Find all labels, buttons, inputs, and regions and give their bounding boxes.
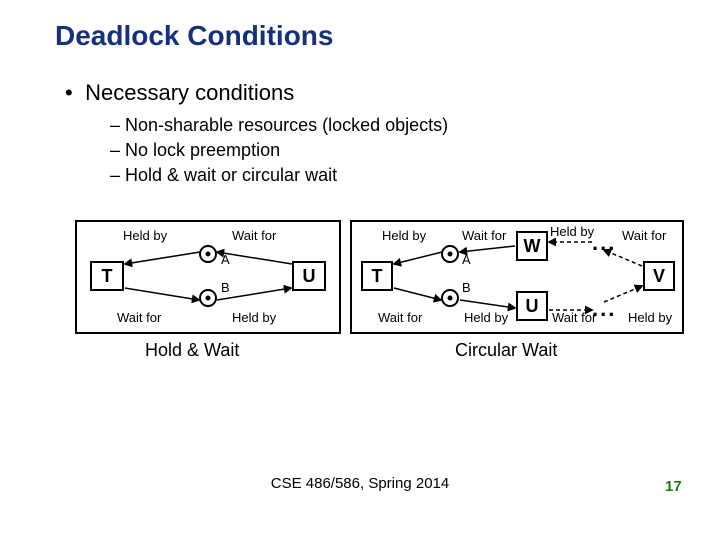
bullet-marker: • xyxy=(65,80,79,106)
sub-2: – No lock preemption xyxy=(110,140,280,161)
cw-held-by-2: Held by xyxy=(550,224,594,239)
slide-footer: CSE 486/586, Spring 2014 xyxy=(0,475,720,492)
cw-res-A-dot xyxy=(448,252,453,257)
cw-held-by-b2: Held by xyxy=(628,310,672,325)
sub-1: – Non-sharable resources (locked objects… xyxy=(110,115,448,136)
cw-wait-for-1: Wait for xyxy=(462,228,506,243)
node-U-label: U xyxy=(303,266,316,286)
res-B-dot xyxy=(206,296,211,301)
hold-wait-caption: Hold & Wait xyxy=(145,340,239,361)
bullet-text: Necessary conditions xyxy=(85,80,294,105)
cw-B: B xyxy=(462,280,471,295)
cw-node-T-label: T xyxy=(372,266,383,286)
slide-title: Deadlock Conditions xyxy=(55,20,333,52)
cw-held-by-1: Held by xyxy=(382,228,426,243)
hw-held-by-bot: Held by xyxy=(232,310,276,325)
cw-wait-for-b1: Wait for xyxy=(378,310,422,325)
hw-wait-for-top: Wait for xyxy=(232,228,276,243)
node-T-label: T xyxy=(102,266,113,286)
hw-wait-for-bot: Wait for xyxy=(117,310,161,325)
hw-B: B xyxy=(221,280,230,295)
res-A-dot xyxy=(206,252,211,257)
cw-dots-bottom: ... xyxy=(592,296,616,322)
sub-3: – Hold & wait or circular wait xyxy=(110,165,337,186)
cw-wait-for-b2: Wait for xyxy=(552,310,596,325)
cw-A: A xyxy=(462,252,471,267)
bullet-1: • Necessary conditions xyxy=(65,80,294,106)
cw-node-V-label: V xyxy=(653,266,665,286)
hw-held-by-top: Held by xyxy=(123,228,167,243)
hold-wait-diagram-box: T U Held by Wait for A B Wait for Held b… xyxy=(75,220,341,334)
cw-held-by-b1: Held by xyxy=(464,310,508,325)
cw-node-W-label: W xyxy=(524,236,541,256)
circular-wait-diagram-box: T W U V xyxy=(350,220,684,334)
circular-wait-caption: Circular Wait xyxy=(455,340,557,361)
cw-res-B-dot xyxy=(448,296,453,301)
hw-A: A xyxy=(221,252,230,267)
cw-wait-for-2: Wait for xyxy=(622,228,666,243)
page-number: 17 xyxy=(665,478,682,495)
cw-dots-top: ... xyxy=(592,230,616,256)
cw-node-U-label: U xyxy=(526,296,539,316)
